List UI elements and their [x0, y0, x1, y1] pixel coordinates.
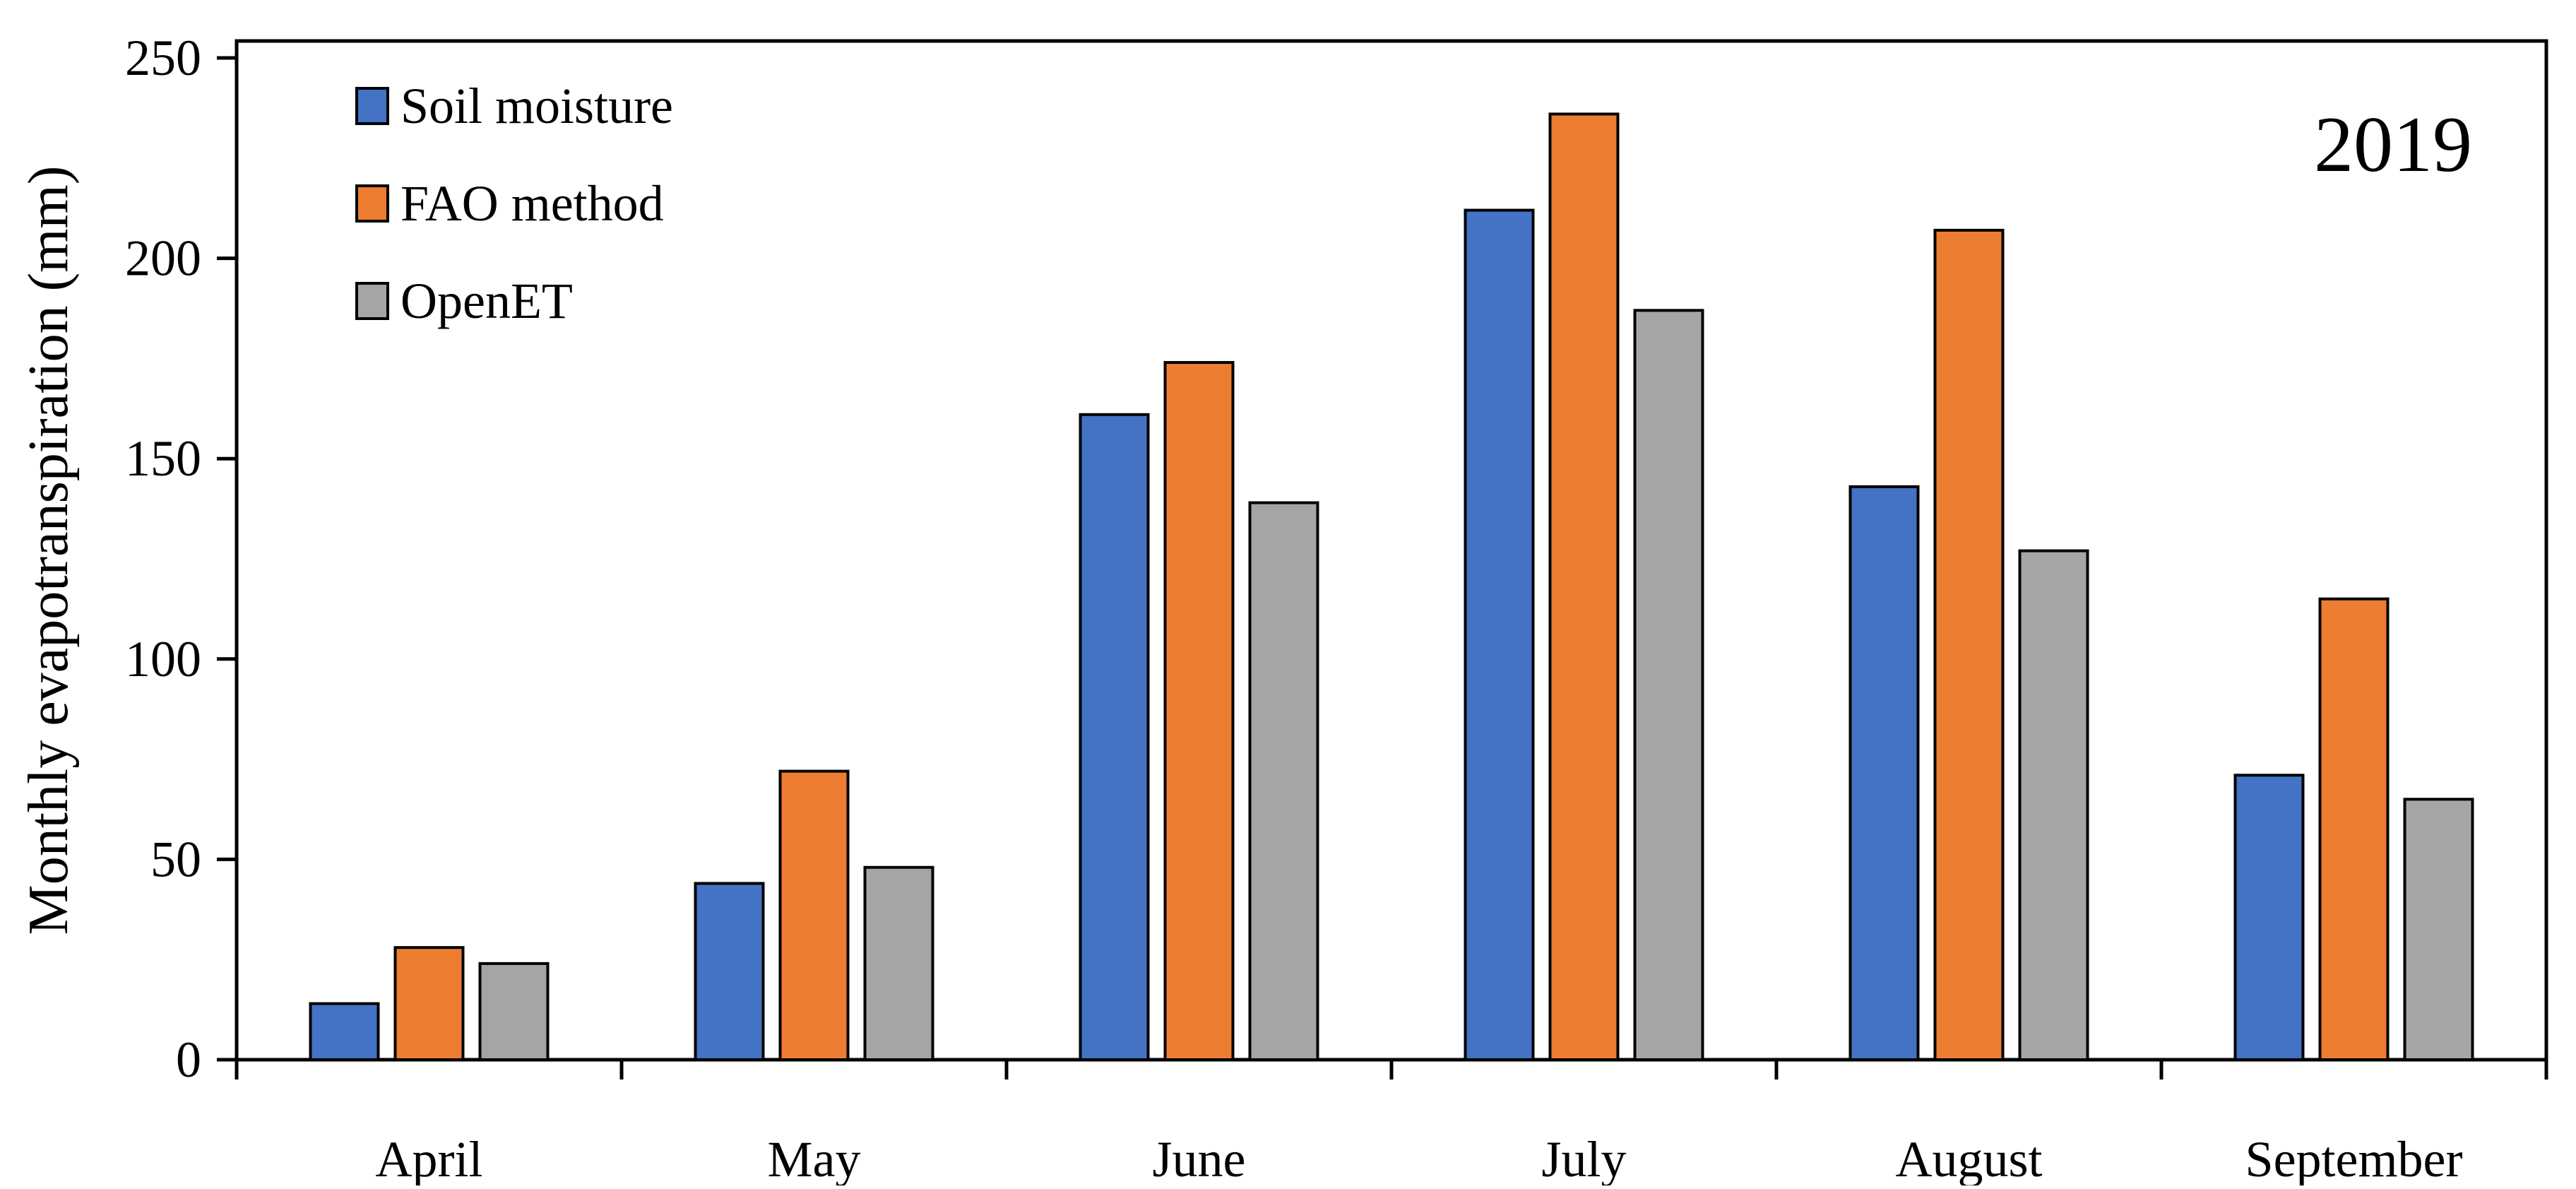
bar-fao-method-may [778, 769, 850, 1061]
bar-openet-august [2018, 549, 2089, 1061]
x-tick-label-august: August [1895, 1131, 2042, 1185]
bar-openet-june [1248, 501, 1319, 1061]
bar-fao-method-april [393, 946, 465, 1061]
bar-openet-april [478, 962, 550, 1061]
bar-soil-moisture-july [1464, 208, 1535, 1061]
bar-openet-may [863, 865, 934, 1062]
y-tick-label-200: 200 [125, 230, 201, 287]
legend-label-fao-method: FAO method [400, 175, 664, 232]
bar-fao-method-august [1933, 228, 2005, 1061]
axes-group: April May June July August September 0 50 100 150… [125, 30, 2548, 1188]
bar-fao-method-june [1163, 361, 1235, 1061]
bar-soil-moisture-june [1079, 413, 1150, 1061]
x-tick-label-june: June [1153, 1131, 1246, 1185]
y-tick-label-250: 250 [125, 30, 201, 86]
chart-annotation: 2019 [2314, 101, 2472, 189]
bar-fao-method-september [2318, 597, 2390, 1061]
legend-label-soil-moisture: Soil moisture [400, 78, 673, 134]
bars-group [309, 112, 2474, 1062]
bar-soil-moisture-may [694, 882, 765, 1061]
bar-soil-moisture-august [1848, 485, 1920, 1061]
legend-label-openet: OpenET [400, 273, 573, 329]
y-tick-label-50: 50 [150, 831, 201, 887]
legend-swatch-fao-method [355, 184, 389, 223]
bar-openet-september [2403, 798, 2474, 1061]
x-tick-label-april: April [376, 1131, 483, 1185]
y-axis-title: Monthly evapotranspiration (mm) [18, 166, 80, 935]
y-tick-label-0: 0 [176, 1031, 201, 1088]
legend-swatch-openet [355, 282, 389, 320]
x-tick-label-july: July [1541, 1131, 1626, 1185]
bar-soil-moisture-april [309, 1002, 380, 1062]
y-tick-label-100: 100 [125, 631, 201, 687]
y-tick-label-150: 150 [125, 430, 201, 487]
legend-swatch-soil-moisture [355, 87, 389, 125]
x-tick-label-september: September [2245, 1131, 2463, 1185]
legend: Soil moisture FAO method OpenET [355, 78, 673, 329]
bar-soil-moisture-september [2233, 774, 2305, 1061]
x-tick-label-may: May [768, 1131, 861, 1185]
bar-openet-july [1633, 309, 1704, 1061]
bar-fao-method-july [1548, 112, 1620, 1062]
